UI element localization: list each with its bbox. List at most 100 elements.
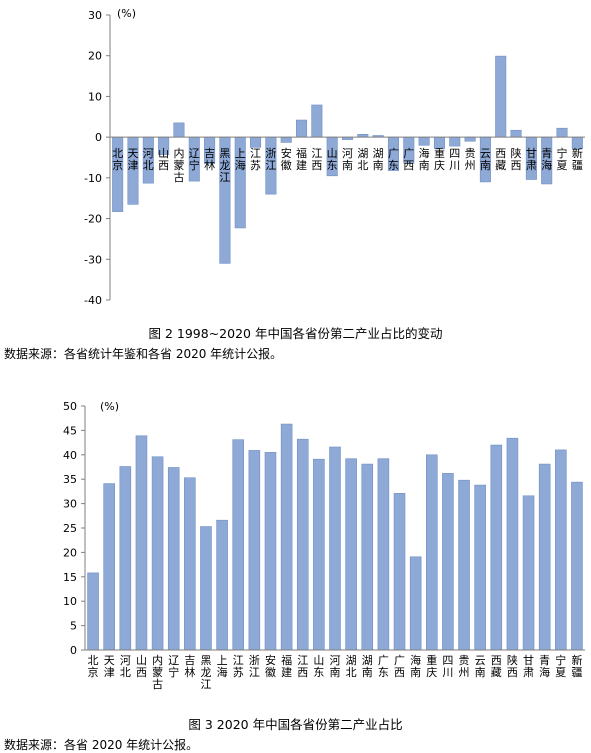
category-label-湖北: 湖北	[346, 654, 357, 679]
bar-重庆	[425, 454, 438, 651]
y-tick-label: 50	[63, 400, 77, 413]
bar-新疆	[571, 481, 583, 651]
category-label-上海: 上海	[217, 654, 228, 679]
category-label-陕西: 陕西	[511, 146, 522, 172]
y-tick-label: 45	[63, 424, 77, 437]
category-label-黑龙江: 黑龙江	[200, 654, 211, 691]
category-label-青海: 青海	[541, 147, 552, 172]
bar-黑龙江	[200, 526, 212, 651]
bar-广西	[393, 493, 406, 651]
bar-陕西	[506, 437, 519, 651]
category-label-北京: 北京	[112, 147, 123, 172]
bar-江西	[296, 438, 309, 651]
bar-山西	[135, 435, 148, 651]
bar-四川	[442, 473, 454, 651]
y-tick-label: -30	[84, 253, 102, 266]
category-label-福建: 福建	[296, 146, 307, 172]
category-label-新疆: 新疆	[571, 653, 582, 679]
bar-安徽	[280, 136, 292, 143]
bar-海南	[409, 556, 422, 651]
bar-云南	[474, 484, 486, 651]
bar-江西	[311, 104, 323, 138]
category-label-重庆: 重庆	[426, 653, 437, 679]
category-label-海南: 海南	[410, 653, 421, 679]
category-label-江西: 江西	[297, 654, 308, 679]
category-label-浙江: 浙江	[249, 654, 260, 679]
bar-天津	[103, 483, 115, 651]
category-label-江苏: 江苏	[233, 654, 244, 679]
y-tick-label: 10	[88, 90, 102, 103]
bar-内蒙古	[173, 122, 185, 138]
category-label-陕西: 陕西	[507, 653, 518, 679]
category-label-辽宁: 辽宁	[189, 147, 200, 172]
bar-福建	[280, 423, 293, 651]
bar-广东	[377, 458, 390, 651]
bar-吉林	[184, 477, 196, 651]
chart-1-source: 数据来源：各省统计年鉴和各省 2020 年统计公报。	[4, 347, 283, 361]
y-tick-label: 30	[88, 9, 102, 22]
y-tick-label: -20	[84, 213, 102, 226]
chart-1998-2020-change: 30 20 10 0 -10 -20 -30 -40 (%) 北京天津河北山西内蒙古辽宁吉林黑龙江…	[84, 7, 585, 307]
chart-2-source: 数据来源：各省 2020 年统计公报。	[4, 738, 199, 752]
bar-山东	[313, 458, 325, 651]
category-label-黑龙江: 黑龙江	[219, 147, 230, 184]
bar-河南	[329, 446, 341, 651]
category-label-安徽: 安徽	[265, 653, 276, 679]
category-label-西藏: 西藏	[491, 654, 502, 679]
bar-湖北	[345, 458, 357, 651]
category-label-河北: 河北	[143, 147, 154, 172]
bar-辽宁	[167, 467, 180, 651]
bar-陕西	[510, 129, 522, 138]
category-label-河南: 河南	[342, 147, 353, 172]
category-label-北京: 北京	[88, 654, 99, 679]
category-label-浙江: 浙江	[265, 147, 276, 172]
category-label-内蒙古: 内蒙古	[152, 653, 163, 691]
y-tick-label: 5	[70, 620, 77, 633]
bar-青海	[538, 463, 551, 651]
chart-2-title: 图 3 2020 年中国各省份第二产业占比	[188, 717, 403, 732]
category-label-四川: 四川	[449, 147, 460, 172]
category-label-广西: 广西	[403, 147, 414, 172]
y-tick-label: 20	[63, 546, 77, 559]
category-label-云南: 云南	[480, 147, 491, 172]
category-label-安徽: 安徽	[281, 146, 292, 172]
bar-宁夏	[556, 127, 568, 138]
category-label-重庆: 重庆	[434, 146, 445, 172]
bar-安徽	[264, 452, 277, 651]
y-tick-label: 10	[63, 595, 77, 608]
bar-海南	[418, 136, 430, 146]
y-tick-label: 25	[63, 522, 77, 535]
category-label-江苏: 江苏	[250, 147, 261, 172]
bar-河北	[119, 466, 132, 651]
category-label-湖南: 湖南	[362, 654, 373, 679]
bar-内蒙古	[151, 456, 164, 651]
unit-label: (%)	[117, 7, 136, 20]
y-tick-label: 0	[70, 644, 77, 657]
bar-西藏	[490, 444, 503, 651]
category-label-宁夏: 宁夏	[557, 146, 568, 172]
category-label-宁夏: 宁夏	[555, 653, 566, 679]
category-label-山西: 山西	[158, 147, 169, 172]
category-label-云南: 云南	[475, 654, 486, 679]
category-label-海南: 海南	[419, 146, 430, 172]
category-label-天津: 天津	[127, 147, 138, 172]
y-tick-label: 15	[63, 571, 77, 584]
bar-上海	[216, 519, 228, 651]
category-label-吉林: 吉林	[184, 654, 195, 679]
category-label-广东: 广东	[388, 147, 399, 172]
category-label-江西: 江西	[311, 147, 322, 172]
bar-浙江	[248, 450, 261, 651]
unit-label: (%)	[100, 400, 119, 413]
y-tick-label: -40	[84, 294, 102, 307]
bar-西藏	[495, 55, 507, 138]
bar-江苏	[250, 136, 262, 148]
category-label-贵州: 贵州	[465, 147, 476, 172]
category-label-广西: 广西	[394, 654, 405, 679]
bar-宁夏	[555, 449, 567, 651]
category-label-福建: 福建	[281, 653, 292, 679]
category-label-山东: 山东	[327, 147, 338, 172]
chart-1-title: 图 2 1998~2020 年中国各省份第二产业占比的变动	[148, 326, 443, 341]
category-label-贵州: 贵州	[459, 654, 470, 679]
category-label-河南: 河南	[330, 654, 341, 679]
bar-甘肃	[522, 495, 535, 651]
